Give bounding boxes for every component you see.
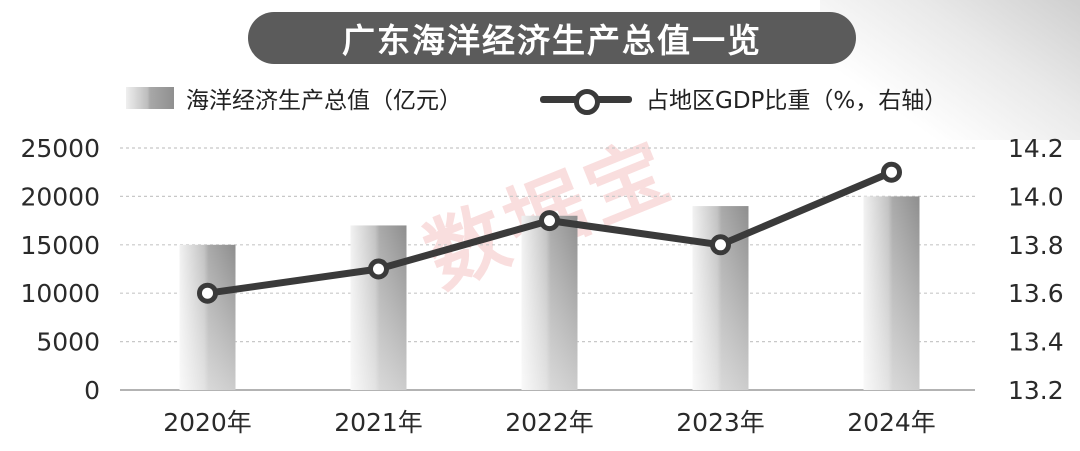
- left-axis: 25000 20000 15000 10000 5000 0: [20, 134, 100, 405]
- legend-line-marker: [574, 89, 600, 115]
- bar-shade: [179, 244, 236, 390]
- line-points: [197, 161, 902, 304]
- legend-bar-label: 海洋经济生产总值（亿元）: [186, 88, 462, 114]
- y-right-tick-label: 13.4: [1008, 328, 1064, 357]
- bar-shade: [863, 196, 920, 390]
- y-right-tick-label: 14.0: [1008, 182, 1064, 211]
- line-point: [368, 258, 389, 280]
- y-left-tick-label: 5000: [36, 328, 100, 357]
- line-point: [197, 282, 218, 304]
- x-tick-label: 2020年: [163, 408, 252, 437]
- x-tick-label: 2024年: [847, 408, 936, 437]
- y-left-tick-label: 25000: [20, 134, 100, 163]
- y-right-tick-label: 13.6: [1008, 279, 1064, 308]
- bars: [179, 196, 920, 390]
- x-tick-label: 2022年: [505, 408, 594, 437]
- y-left-tick-label: 10000: [20, 279, 100, 308]
- y-right-tick-label: 13.8: [1008, 231, 1064, 260]
- x-tick-label: 2021年: [334, 408, 423, 437]
- bar-shade: [350, 225, 407, 390]
- y-left-tick-label: 0: [84, 376, 100, 405]
- legend-bar-swatch: [126, 87, 174, 109]
- x-tick-label: 2023年: [676, 408, 765, 437]
- line-point: [710, 234, 731, 256]
- y-left-tick-label: 15000: [20, 231, 100, 260]
- chart-title: 广东海洋经济生产总值一览: [248, 12, 856, 64]
- line-point: [881, 161, 902, 183]
- background-gradient: [820, 0, 1080, 140]
- bar-shade: [521, 215, 578, 390]
- y-right-tick-label: 14.2: [1008, 134, 1064, 163]
- x-axis: 2020年 2021年 2022年 2023年 2024年: [163, 408, 936, 437]
- y-left-tick-label: 20000: [20, 182, 100, 211]
- line-point: [539, 210, 560, 232]
- legend-line-label: 占地区GDP比重（%，右轴）: [646, 88, 948, 114]
- right-axis: 14.2 14.0 13.8 13.6 13.4 13.2: [1008, 134, 1064, 405]
- legend: 海洋经济生产总值（亿元） 占地区GDP比重（%，右轴）: [0, 76, 1080, 120]
- y-right-tick-label: 13.2: [1008, 376, 1064, 405]
